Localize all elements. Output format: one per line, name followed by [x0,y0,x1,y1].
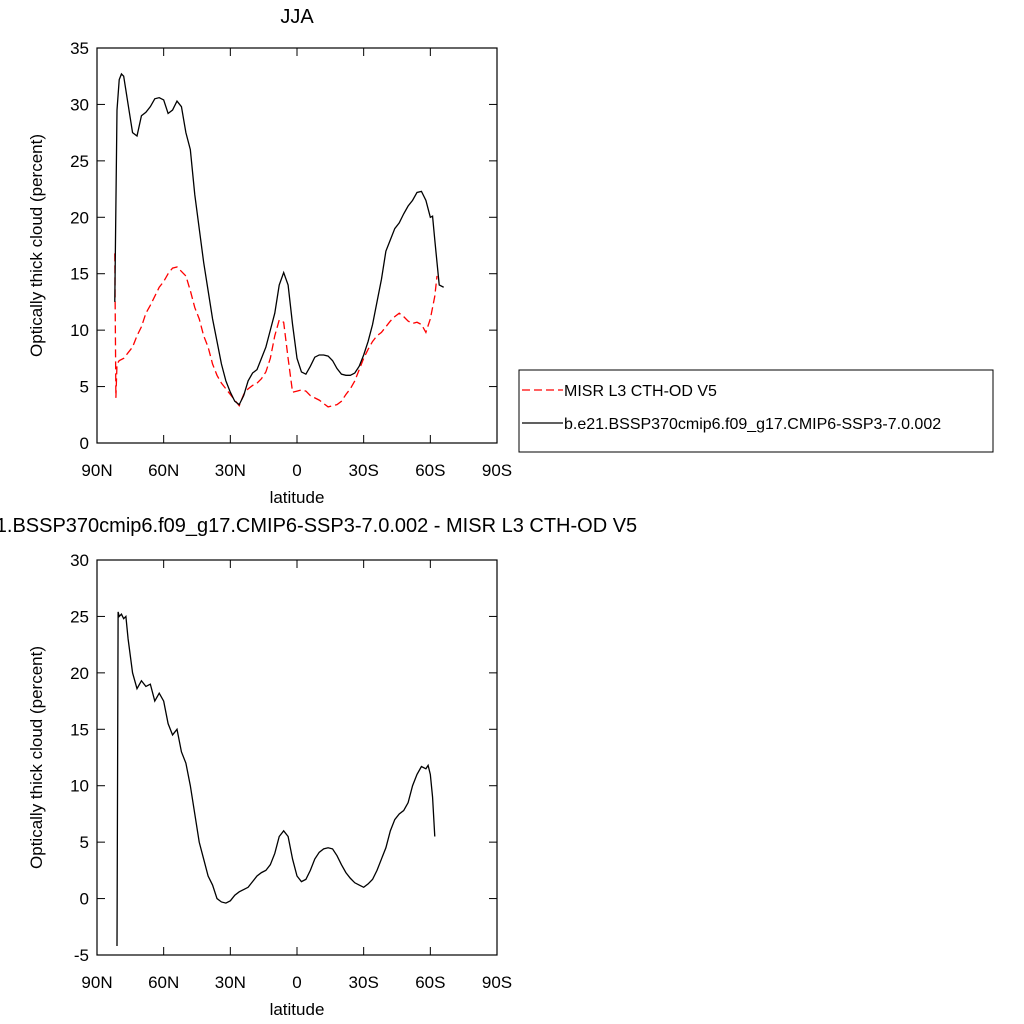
x-tick-label: 0 [292,973,301,992]
y-axis-label: Optically thick cloud (percent) [27,646,46,869]
x-tick-label: 30N [215,461,246,480]
x-tick-label: 30S [349,973,379,992]
legend-label: b.e21.BSSP370cmip6.f09_g17.CMIP6-SSP3-7.… [564,416,941,433]
y-tick-label: 5 [80,378,89,397]
x-tick-label: 60S [415,461,445,480]
y-tick-label: -5 [74,946,89,965]
y-tick-label: 15 [70,720,89,739]
x-tick-label: 0 [292,461,301,480]
data-line [114,253,438,408]
y-tick-label: 25 [70,607,89,626]
x-tick-label: 30S [349,461,379,480]
y-tick-label: 30 [70,551,89,570]
y-tick-label: 0 [80,434,89,453]
x-tick-label: 60S [415,973,445,992]
chart-title: JJA [280,6,314,28]
plot-frame [96,47,498,444]
x-tick-label: 90N [81,973,112,992]
y-tick-label: 15 [70,265,89,284]
x-axis-label: latitude [270,1000,325,1019]
y-tick-label: 10 [70,321,89,340]
plot-frame [96,559,498,956]
legend-label: MISR L3 CTH-OD V5 [564,383,717,400]
data-line [116,611,436,946]
y-axis-label: Optically thick cloud (percent) [27,134,46,357]
y-tick-label: 20 [70,208,89,227]
data-line [114,72,444,406]
x-tick-label: 90N [81,461,112,480]
legend-box [518,369,994,453]
x-tick-label: 90S [482,461,512,480]
x-tick-label: 60N [148,973,179,992]
y-tick-label: 0 [80,890,89,909]
x-tick-label: 90S [482,973,512,992]
x-tick-label: 60N [148,461,179,480]
y-tick-label: 30 [70,95,89,114]
y-tick-label: 25 [70,152,89,171]
x-tick-label: 30N [215,973,246,992]
y-tick-label: 10 [70,777,89,796]
y-tick-label: 20 [70,664,89,683]
chart-title: b.e21.BSSP370cmip6.f09_g17.CMIP6-SSP3-7.… [0,515,637,537]
x-axis-label: latitude [270,488,325,507]
y-tick-label: 5 [80,833,89,852]
y-tick-label: 35 [70,39,89,58]
